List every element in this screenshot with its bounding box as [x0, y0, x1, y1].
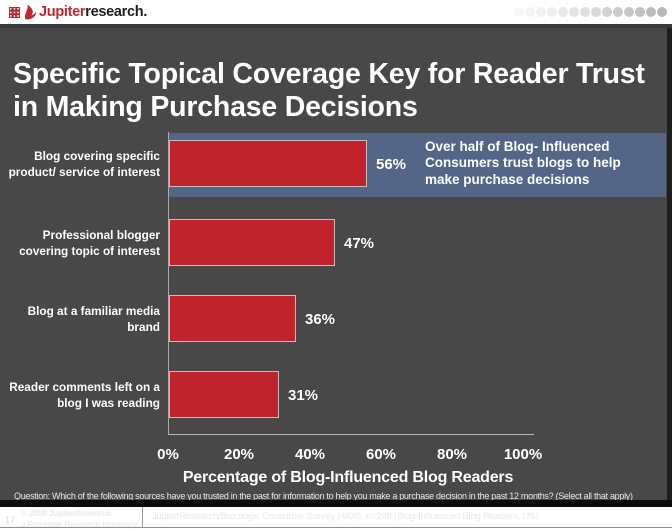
bar — [169, 371, 279, 418]
progress-dot-icon — [602, 7, 612, 17]
progress-dot-icon — [525, 7, 535, 17]
progress-dot-icon — [514, 7, 524, 17]
progress-dot-icon — [613, 7, 623, 17]
brand-text: Jupiterresearch. — [39, 3, 147, 21]
category-label: Blog covering specific product/ service … — [8, 149, 160, 179]
callout-text: Over half of Blog- Influenced Consumers … — [425, 139, 621, 187]
bar-value-label: 36% — [305, 311, 336, 328]
progress-dot-icon — [657, 7, 667, 17]
progress-dot-icon — [624, 7, 634, 17]
logo-flame-icon — [25, 4, 36, 20]
x-tick-label: 100% — [503, 446, 543, 463]
progress-dot-icon — [569, 7, 579, 17]
progress-dot-icon — [646, 7, 656, 17]
footer-vertical-divider — [142, 506, 143, 527]
x-tick-label: 0% — [157, 446, 179, 463]
bar-value-label: 47% — [344, 235, 375, 252]
x-axis-title: Percentage of Blog-Influenced Blog Reade… — [182, 469, 514, 486]
bar — [169, 295, 296, 342]
progress-dot-icon — [547, 7, 557, 17]
bar-value-label: 56% — [376, 156, 407, 173]
bar — [169, 140, 367, 187]
bottom-edge-strip — [0, 500, 672, 507]
progress-dot-icon — [580, 7, 590, 17]
jupiter-logo: Jupiterresearch. — [9, 3, 147, 21]
copyright: © 2008 JupiterResearch a Forrester Resea… — [21, 508, 141, 529]
x-axis-line — [168, 434, 534, 435]
y-axis-line — [168, 132, 169, 435]
slide-title: Specific Topical Coverage Key for Reader… — [13, 58, 645, 124]
header-bar: Jupiterresearch. — [0, 0, 672, 28]
x-tick-label: 60% — [365, 446, 397, 463]
page-number: 17 — [5, 515, 16, 525]
right-edge-strip — [667, 28, 672, 507]
question-text: Question: Which of the following sources… — [14, 491, 633, 501]
category-label: Blog at a familiar media brand — [27, 304, 160, 334]
x-tick-label: 20% — [223, 446, 255, 463]
x-tick-label: 40% — [294, 446, 326, 463]
slide: Specific Topical Coverage Key for Reader… — [0, 28, 672, 529]
source-text: JupiterResearch/Buzzlogic Consumer Surve… — [152, 511, 539, 522]
x-tick-label: 80% — [436, 446, 468, 463]
bar-value-label: 31% — [288, 387, 319, 404]
progress-dot-icon — [536, 7, 546, 17]
copyright-line1: © 2008 JupiterResearch — [21, 508, 111, 518]
bar — [169, 219, 335, 266]
header-dots — [514, 7, 667, 17]
progress-dot-icon — [635, 7, 645, 17]
brand-text-research: research. — [85, 4, 148, 20]
progress-dot-icon — [591, 7, 601, 17]
footer-bottom-divider — [0, 527, 672, 528]
progress-dot-icon — [558, 7, 568, 17]
category-label: Professional blogger covering topic of i… — [19, 228, 160, 258]
category-label: Reader comments left on a blog I was rea… — [9, 380, 160, 410]
logo-dotted-square-icon — [9, 6, 20, 18]
brand-text-jupiter: Jupiter — [39, 4, 86, 20]
